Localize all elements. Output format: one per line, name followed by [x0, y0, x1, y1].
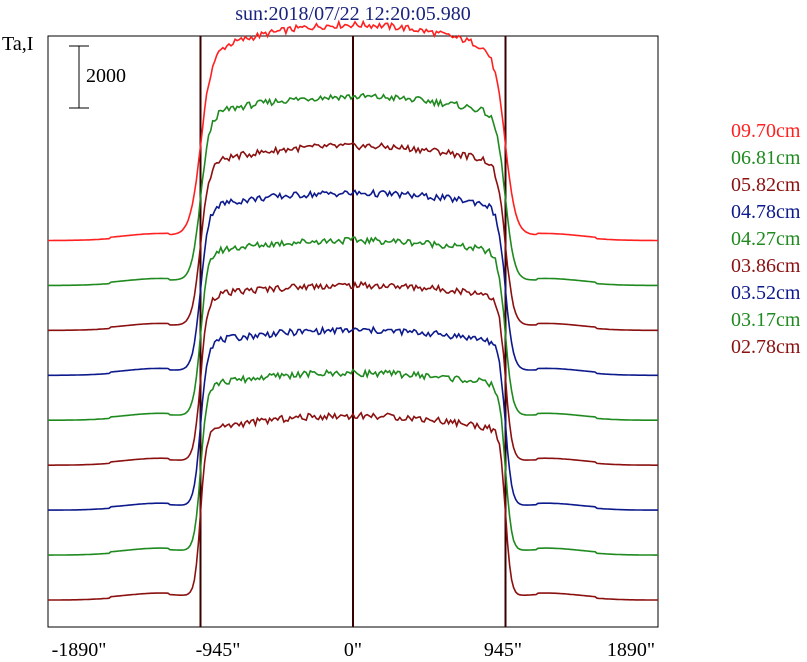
series-line — [48, 92, 658, 287]
series-line — [47, 141, 659, 332]
chart-title: sun:2018/07/22 12:20:05.980 — [235, 3, 471, 25]
legend-item: 03.52cm — [731, 282, 801, 304]
x-tick-label: 0" — [344, 639, 362, 661]
series-line — [48, 188, 658, 377]
legend-item: 05.82cm — [731, 174, 801, 196]
x-tick-label: -945" — [196, 639, 241, 661]
legend: 09.70cm 06.81cm 05.82cm 04.78cm 04.27cm … — [731, 120, 801, 358]
legend-item: 04.78cm — [731, 201, 801, 223]
x-tick-label: 945" — [484, 639, 522, 661]
x-axis-ticks: -1890" -945" 0" 945" 1890" — [52, 639, 656, 661]
scale-bar: 2000 — [69, 45, 126, 109]
series-line — [48, 411, 658, 601]
x-tick-label: 1890" — [607, 639, 655, 661]
legend-item: 04.27cm — [731, 228, 801, 250]
reference-lines — [199, 36, 507, 627]
legend-item: 03.86cm — [731, 255, 801, 277]
series-line — [48, 325, 658, 511]
series-line — [48, 368, 658, 556]
y-axis-label: Ta,I — [2, 33, 33, 55]
series-line — [48, 280, 658, 466]
legend-item: 06.81cm — [731, 147, 801, 169]
scale-bar-label: 2000 — [86, 65, 126, 87]
legend-item: 03.17cm — [731, 309, 801, 331]
series-line — [48, 19, 658, 242]
series-layer — [47, 19, 659, 601]
legend-item: 02.78cm — [731, 336, 801, 358]
series-line — [48, 236, 658, 421]
x-tick-label: -1890" — [52, 639, 107, 661]
legend-item: 09.70cm — [731, 120, 801, 142]
